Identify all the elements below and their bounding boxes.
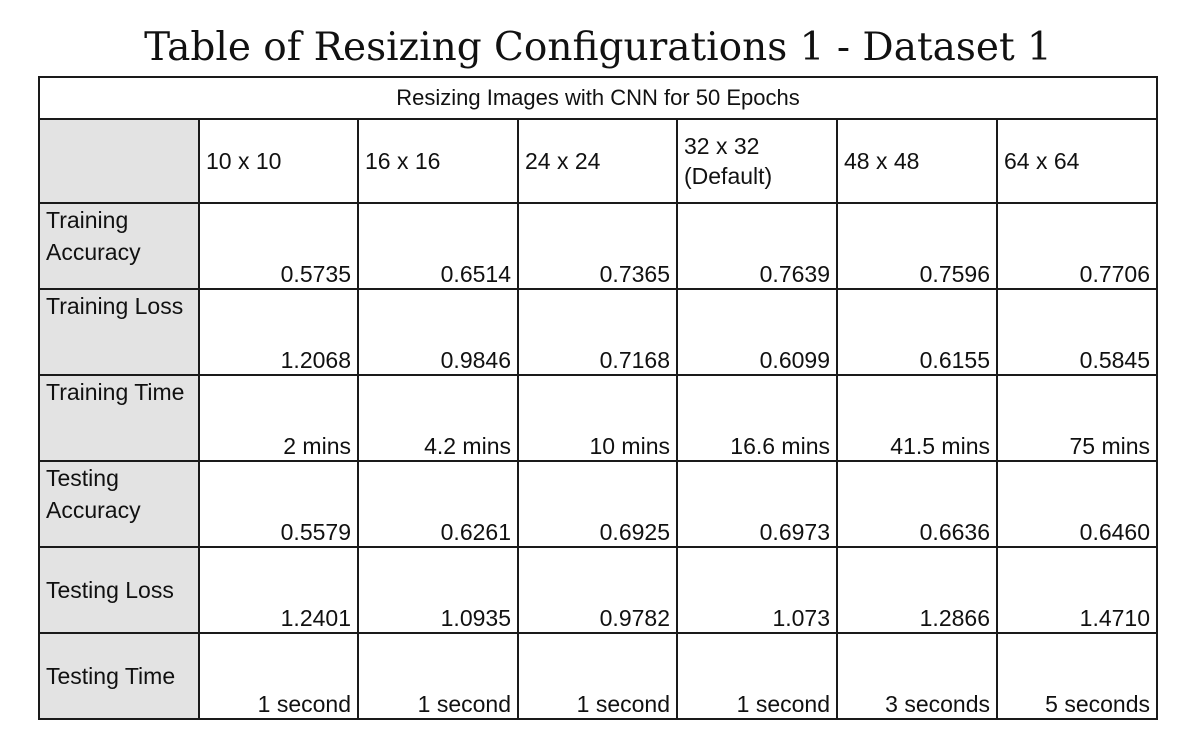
table-cell: 1.2866 xyxy=(836,546,998,634)
table-cell: 0.6925 xyxy=(517,460,678,548)
table-cell: 1 second xyxy=(517,632,678,720)
table-row: Testing Time 1 second 1 second 1 second 1 se… xyxy=(38,632,1159,720)
table-cell: 41.5 mins xyxy=(836,374,998,462)
column-header: 48 x 48 xyxy=(836,118,998,204)
column-header: 10 x 10 xyxy=(198,118,359,204)
table-cell: 1.2068 xyxy=(198,288,359,376)
column-header: 64 x 64 xyxy=(995,118,1159,204)
table-cell: 0.6460 xyxy=(995,460,1159,548)
table-caption: Resizing Images with CNN for 50 Epochs xyxy=(37,76,1159,120)
table-cell: 1 second xyxy=(198,632,359,720)
table-cell: 0.6155 xyxy=(836,288,998,376)
results-table: Resizing Images with CNN for 50 Epochs 1… xyxy=(37,76,1159,720)
table-cell: 0.6514 xyxy=(357,202,519,290)
row-label: Testing Time xyxy=(38,632,200,720)
row-label: Testing Loss xyxy=(38,546,200,634)
table-row: Training Accuracy 0.5735 0.6514 0.7365 0.763… xyxy=(38,202,1159,290)
table-cell: 0.9782 xyxy=(517,546,678,634)
row-label: Testing Accuracy xyxy=(38,460,200,548)
table-cell: 16.6 mins xyxy=(676,374,838,462)
column-header: 24 x 24 xyxy=(517,118,678,204)
table-cell: 2 mins xyxy=(198,374,359,462)
table-cell: 0.5735 xyxy=(198,202,359,290)
table-cell: 4.2 mins xyxy=(357,374,519,462)
table-cell: 1.073 xyxy=(676,546,838,634)
table-cell: 1 second xyxy=(676,632,838,720)
table-row: Testing Loss 1.2401 1.0935 0.9782 1.073 1.286… xyxy=(38,546,1159,634)
table-cell: 0.7168 xyxy=(517,288,678,376)
page-title: Table of Resizing Configurations 1 - Dat… xyxy=(144,25,1052,70)
table-cell: 0.6636 xyxy=(836,460,998,548)
column-header: 32 x 32 (Default) xyxy=(676,118,838,204)
table-cell: 1.4710 xyxy=(995,546,1159,634)
table-cell: 0.5845 xyxy=(995,288,1159,376)
column-header: 16 x 16 xyxy=(357,118,519,204)
table-cell: 10 mins xyxy=(517,374,678,462)
caption-row: Resizing Images with CNN for 50 Epochs xyxy=(37,76,1159,120)
table-cell: 75 mins xyxy=(995,374,1159,462)
table-cell: 1 second xyxy=(357,632,519,720)
table-cell: 0.7596 xyxy=(836,202,998,290)
table-cell: 0.9846 xyxy=(357,288,519,376)
table-cell: 0.6973 xyxy=(676,460,838,548)
table-cell: 0.7639 xyxy=(676,202,838,290)
table-cell: 0.7706 xyxy=(995,202,1159,290)
table-row: Testing Accuracy 0.5579 0.6261 0.6925 0.6973… xyxy=(38,460,1159,548)
table-cell: 3 seconds xyxy=(836,632,998,720)
row-label: Training Time xyxy=(38,374,200,462)
row-label: Training Accuracy xyxy=(38,202,200,290)
table-cell: 0.5579 xyxy=(198,460,359,548)
table-cell: 0.6261 xyxy=(357,460,519,548)
table-body: Training Accuracy 0.5735 0.6514 0.7365 0.763… xyxy=(38,202,1159,720)
table-row: Training Loss 1.2068 0.9846 0.7168 0.6099 0.6… xyxy=(38,288,1159,376)
header-row: 10 x 10 16 x 16 24 x 24 32 x 32 (Default… xyxy=(38,118,1159,204)
table-cell: 1.0935 xyxy=(357,546,519,634)
table-cell: 5 seconds xyxy=(995,632,1159,720)
row-label: Training Loss xyxy=(38,288,200,376)
table-cell: 1.2401 xyxy=(198,546,359,634)
table-cell: 0.7365 xyxy=(517,202,678,290)
table-cell: 0.6099 xyxy=(676,288,838,376)
corner-cell xyxy=(38,118,200,204)
table-row: Training Time 2 mins 4.2 mins 10 mins 16.6 m… xyxy=(38,374,1159,462)
